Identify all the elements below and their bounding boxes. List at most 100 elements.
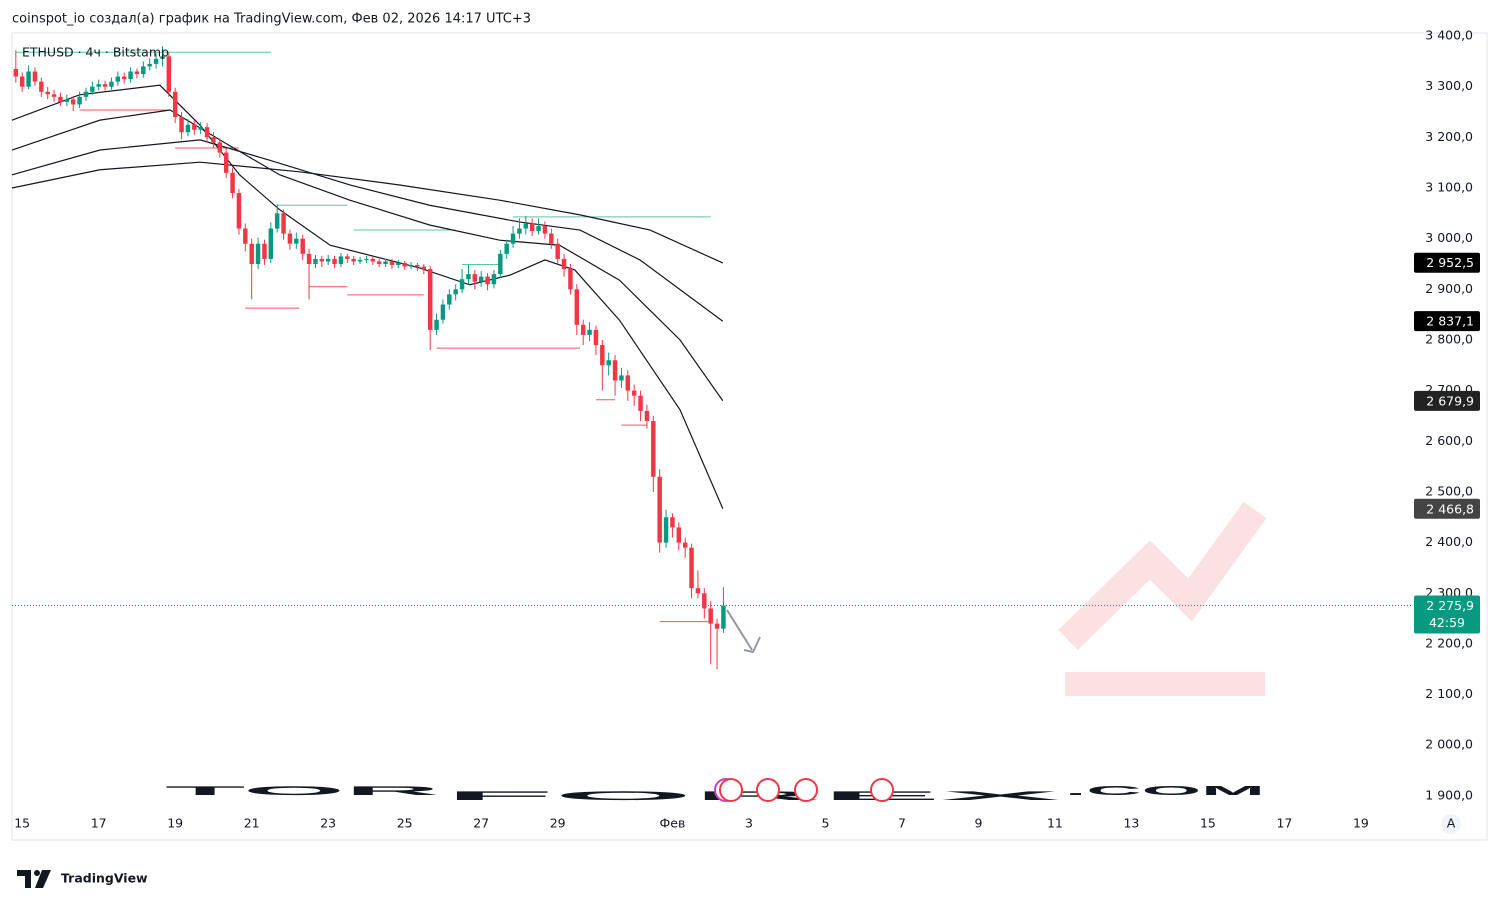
y-tick-label: 1 900,0 — [1425, 787, 1473, 802]
candle-body — [663, 517, 669, 543]
candle-body — [198, 127, 203, 130]
candle-body — [714, 623, 720, 629]
candle-body — [147, 63, 152, 67]
y-tick-label: 3 000,0 — [1425, 230, 1473, 245]
candle-body — [549, 233, 554, 244]
candle-body — [102, 84, 108, 87]
candle-body — [153, 58, 159, 64]
candle-body — [396, 262, 401, 266]
scale-button-label[interactable]: A — [1447, 816, 1456, 831]
watermark-arrow — [1058, 501, 1267, 651]
candle-body — [657, 476, 662, 543]
x-tick-label: 15 — [14, 816, 30, 831]
candle-body — [415, 265, 420, 267]
candle-body — [568, 269, 573, 290]
candle-body — [593, 329, 599, 346]
x-tick-label: 25 — [397, 816, 413, 831]
candle-body — [434, 319, 439, 330]
candle-body — [32, 71, 38, 82]
brand-name: TradingView — [61, 871, 148, 886]
price-tag-label: 2 466,8 — [1426, 501, 1474, 516]
candle-body — [561, 258, 567, 270]
candle-body — [255, 243, 261, 264]
candle-body — [453, 289, 458, 295]
annotation-arrow — [726, 609, 761, 654]
candle-body — [192, 124, 197, 130]
y-tick-label: 2 200,0 — [1425, 635, 1473, 650]
candle-body — [510, 233, 516, 244]
candle-body — [83, 91, 89, 97]
x-tick-label: 27 — [473, 816, 489, 831]
candle-body — [631, 390, 637, 396]
logo-shape — [17, 870, 31, 888]
candle-body — [370, 258, 376, 262]
watermark-bar — [1065, 672, 1265, 696]
candle-body — [606, 360, 611, 366]
event-icons — [714, 778, 894, 802]
candle-body — [517, 228, 522, 234]
price-tag-label: 2 837,1 — [1426, 314, 1474, 329]
y-tick-label: 3 200,0 — [1425, 129, 1473, 144]
candle-body — [217, 142, 223, 153]
moving-average — [11, 139, 724, 322]
y-tick-label: 2 000,0 — [1425, 737, 1473, 752]
watermark-part: TOR — [165, 784, 440, 798]
candle-body — [287, 233, 293, 244]
symbol-legend: ETHUSD · 4ч · Bitstamp — [22, 45, 169, 60]
candle-body — [179, 117, 184, 133]
candle-body — [45, 91, 50, 95]
candle-body — [600, 345, 605, 366]
y-tick-label: 3 400,0 — [1425, 28, 1473, 43]
candle-body — [109, 81, 114, 87]
brand-logo — [17, 870, 51, 888]
candle-body — [26, 71, 31, 87]
plot — [11, 46, 726, 670]
candle-body — [211, 137, 216, 143]
candle-body — [281, 213, 286, 234]
candle-body — [51, 94, 57, 97]
chart-title: coinspot_io создал(а) график на TradingV… — [12, 12, 531, 27]
candle-body — [96, 84, 101, 87]
candle-body — [141, 66, 146, 75]
candle-body — [536, 226, 541, 232]
countdown-label: 42:59 — [1429, 615, 1465, 630]
price-tag — [1414, 498, 1480, 519]
candle-body — [313, 258, 318, 264]
watermark-part: .COM — [1065, 784, 1265, 798]
x-tick-label: 3 — [745, 816, 753, 831]
candle-body — [478, 276, 484, 282]
candle-body — [274, 213, 280, 229]
candle-body — [294, 238, 299, 244]
event-icon — [719, 778, 743, 802]
candle-body — [90, 86, 95, 92]
candle-body — [70, 99, 76, 105]
candle-body — [345, 256, 350, 259]
x-tick-label: 17 — [91, 816, 107, 831]
x-tick-label: 15 — [1200, 816, 1216, 831]
candle-body — [268, 228, 274, 259]
candle-body — [402, 262, 407, 267]
x-tick-label: 17 — [1276, 816, 1292, 831]
candle-body — [447, 294, 452, 305]
candle-body — [332, 258, 337, 264]
candle-body — [19, 76, 25, 87]
candle-body — [498, 253, 503, 275]
candle-body — [619, 375, 624, 381]
candle-body — [682, 542, 688, 548]
candle-body — [555, 243, 560, 259]
x-tick-label: 19 — [167, 816, 183, 831]
price-tag-label: 2 952,5 — [1426, 255, 1474, 270]
logo-shape — [35, 870, 51, 888]
candle-body — [204, 127, 210, 138]
candle-body — [529, 223, 535, 232]
logo-shape — [34, 870, 40, 876]
x-tick-label: 11 — [1047, 816, 1063, 831]
candle-body — [128, 71, 133, 80]
x-tick-label: Фев — [660, 816, 686, 831]
x-tick-label: 21 — [244, 816, 260, 831]
candle-body — [676, 527, 682, 543]
scale-button[interactable] — [1441, 814, 1461, 834]
x-tick-label: 23 — [320, 816, 336, 831]
y-tick-label: 2 500,0 — [1425, 483, 1473, 498]
